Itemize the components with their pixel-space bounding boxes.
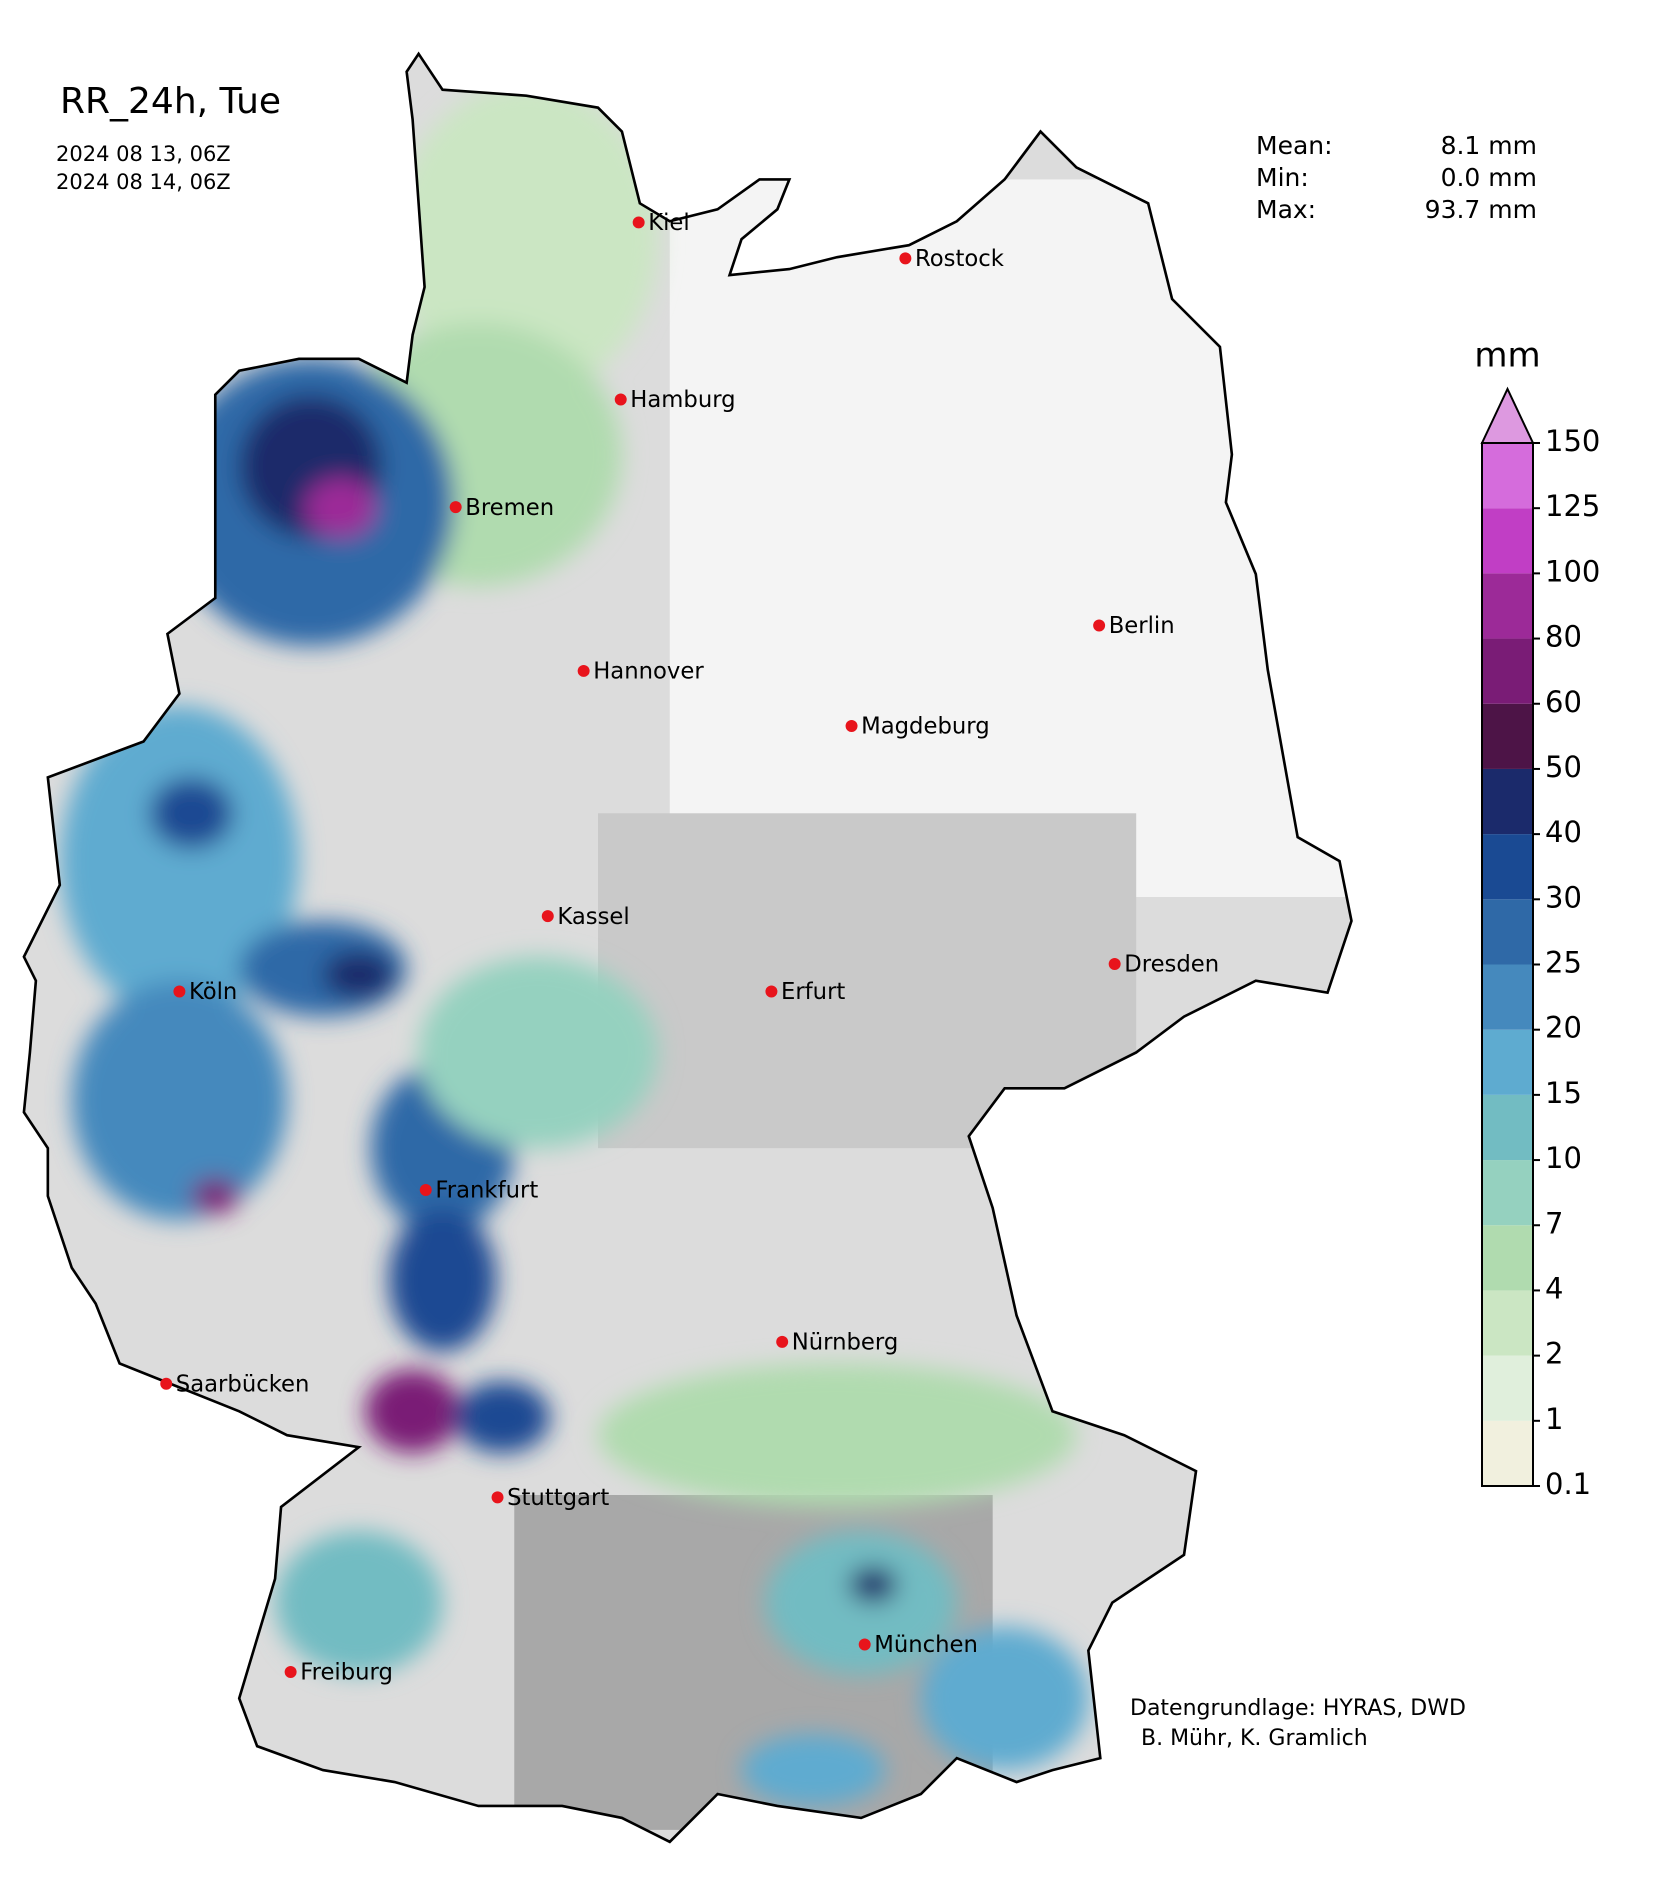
city-label: Saarbücken bbox=[176, 1371, 310, 1397]
city-label: Köln bbox=[189, 979, 237, 1005]
colorbar-box bbox=[1482, 703, 1533, 769]
city-dot bbox=[858, 1638, 871, 1651]
colorbar-tick-label: 150 bbox=[1545, 424, 1600, 458]
city-dot bbox=[765, 985, 778, 998]
map: Kiel Rostock Hamburg Bremen Berlin Hannover Ma… bbox=[22, 51, 1353, 1844]
city-label: Nürnberg bbox=[792, 1330, 899, 1356]
city-label: Kassel bbox=[557, 904, 629, 930]
colorbar-tick-label: 25 bbox=[1545, 946, 1582, 980]
colorbar-tick-label: 30 bbox=[1545, 880, 1582, 914]
colorbar-tick-label: 15 bbox=[1545, 1076, 1582, 1110]
city-dot bbox=[614, 393, 627, 406]
map-title: RR_24h, Tue bbox=[60, 81, 281, 122]
colorbar-tick-label: 4 bbox=[1545, 1271, 1563, 1305]
credit: B. Mühr, K. Gramlich bbox=[1141, 1726, 1368, 1751]
colorbar-box bbox=[1482, 834, 1533, 900]
colorbar-box bbox=[1482, 899, 1533, 965]
colorbar-tick-label: 7 bbox=[1545, 1206, 1563, 1240]
stat-label: Mean: bbox=[1256, 131, 1333, 160]
colorbar-tick-label: 20 bbox=[1545, 1011, 1582, 1045]
colorbar: 0.1 1 2 4 7 10 15 20 25 30 40 50 60 80 100 125 150 mm bbox=[1474, 336, 1600, 1502]
city-dot bbox=[1093, 619, 1106, 632]
city-label: Rostock bbox=[915, 246, 1005, 272]
colorbar-box bbox=[1482, 1355, 1533, 1421]
colorbar-tick-label: 80 bbox=[1545, 620, 1582, 654]
colorbar-box bbox=[1482, 1094, 1533, 1161]
city-dot bbox=[632, 216, 645, 229]
colorbar-box bbox=[1482, 638, 1533, 704]
colorbar-box bbox=[1482, 1225, 1533, 1291]
stat-value: 0.0 mm bbox=[1441, 163, 1537, 192]
city-dot bbox=[284, 1666, 297, 1678]
city-label: Hamburg bbox=[630, 387, 735, 413]
stat-label: Min: bbox=[1256, 163, 1309, 192]
city-dot bbox=[899, 252, 912, 265]
city-label: Bremen bbox=[465, 495, 554, 521]
stat-value: 8.1 mm bbox=[1441, 131, 1537, 160]
colorbar-unit: mm bbox=[1474, 336, 1540, 376]
city-dot bbox=[577, 664, 590, 677]
city-dot bbox=[160, 1377, 173, 1390]
colorbar-box bbox=[1482, 1290, 1533, 1356]
city-label: Berlin bbox=[1109, 613, 1175, 639]
colorbar-box bbox=[1482, 1420, 1533, 1486]
colorbar-box bbox=[1482, 1160, 1533, 1226]
city-label: München bbox=[874, 1632, 978, 1658]
colorbar-tick-label: 40 bbox=[1545, 815, 1582, 849]
germany-border bbox=[22, 51, 1353, 1844]
city-layer: Kiel Rostock Hamburg Bremen Berlin Hannover Ma… bbox=[160, 210, 1219, 1686]
colorbar-extend bbox=[1480, 386, 1535, 444]
city-dot bbox=[776, 1335, 789, 1348]
city-label: Freiburg bbox=[300, 1660, 393, 1686]
city-label: Dresden bbox=[1124, 952, 1219, 978]
city-dot bbox=[449, 501, 462, 514]
start-time: 2024 08 13, 06Z bbox=[56, 142, 231, 166]
colorbar-box bbox=[1482, 573, 1533, 639]
colorbar-tick-label: 1 bbox=[1545, 1402, 1563, 1436]
colorbar-tick-label: 125 bbox=[1545, 489, 1600, 523]
city-dot bbox=[491, 1491, 504, 1504]
colorbar-tick-label: 2 bbox=[1545, 1337, 1563, 1371]
stat-value: 93.7 mm bbox=[1425, 195, 1537, 224]
colorbar-tick-label: 60 bbox=[1545, 685, 1582, 719]
colorbar-box bbox=[1482, 1029, 1533, 1095]
colorbar-tick-label: 0.1 bbox=[1545, 1467, 1591, 1501]
city-dot bbox=[541, 910, 554, 923]
colorbar-tick-label: 50 bbox=[1545, 750, 1582, 784]
colorbar-box bbox=[1482, 443, 1533, 509]
city-label: Erfurt bbox=[781, 979, 845, 1005]
colorbar-tick-label: 10 bbox=[1545, 1141, 1582, 1175]
city-label: Hannover bbox=[593, 659, 704, 685]
stat-label: Max: bbox=[1256, 195, 1316, 224]
colorbar-box bbox=[1482, 768, 1533, 835]
city-label: Kiel bbox=[648, 210, 689, 236]
colorbar-box bbox=[1482, 964, 1533, 1030]
city-dot bbox=[173, 985, 186, 998]
colorbar-box bbox=[1482, 508, 1533, 574]
stats: Mean: 8.1 mm Min: 0.0 mm Max: 93.7 mm bbox=[1256, 131, 1537, 224]
city-label: Magdeburg bbox=[861, 714, 990, 740]
colorbar-tick-label: 100 bbox=[1545, 554, 1600, 588]
city-dot bbox=[1108, 957, 1121, 970]
city-label: Frankfurt bbox=[435, 1178, 538, 1204]
city-label: Stuttgart bbox=[507, 1485, 609, 1511]
city-dot bbox=[419, 1184, 432, 1196]
city-dot bbox=[845, 719, 858, 732]
credit: Datengrundlage: HYRAS, DWD bbox=[1130, 1696, 1466, 1721]
precip-field bbox=[59, 83, 1352, 1830]
end-time: 2024 08 14, 06Z bbox=[56, 170, 231, 194]
